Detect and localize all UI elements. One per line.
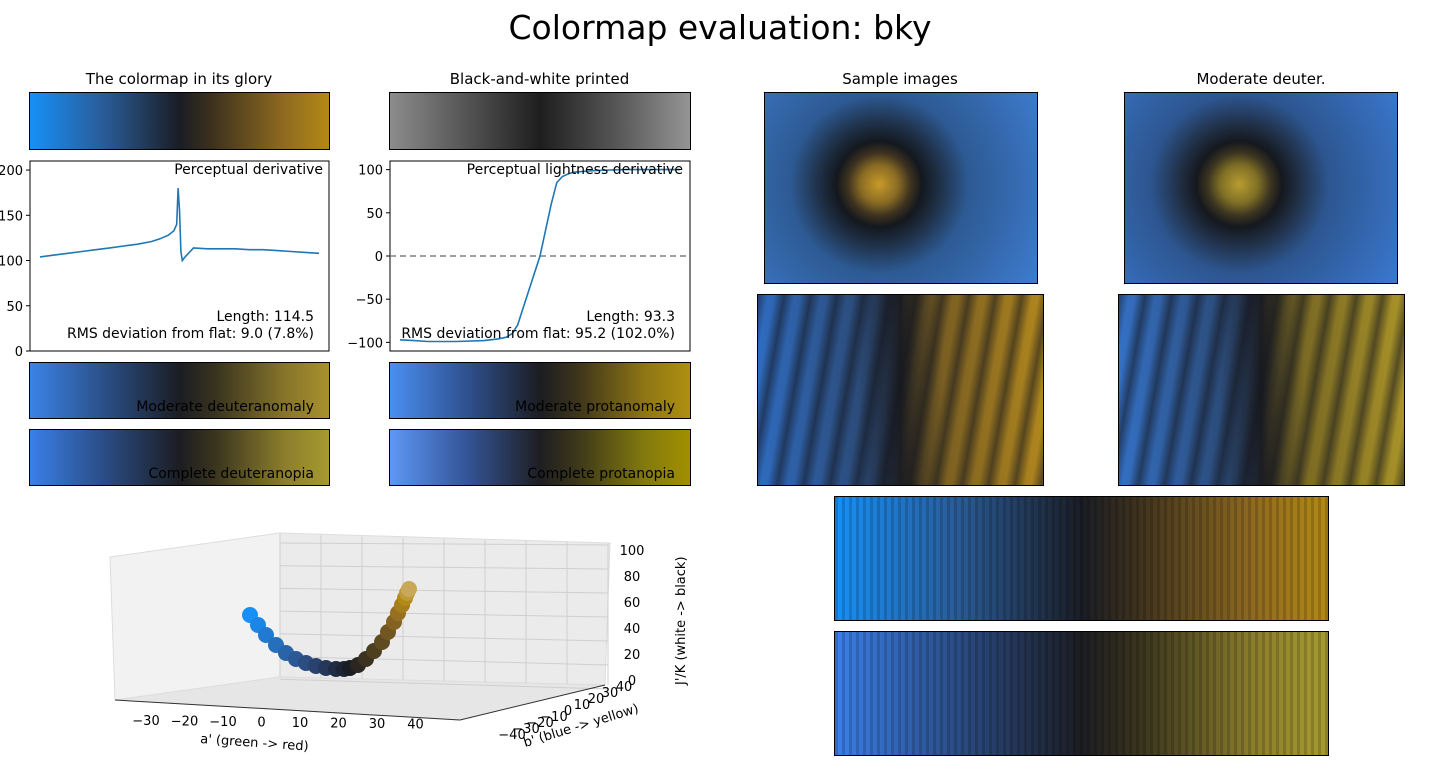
chart2-rms-label: RMS deviation from flat: 95.2 (102.0%)	[401, 326, 675, 342]
deuter-image-topography	[1124, 92, 1398, 284]
sine-test-strip-deuter	[834, 631, 1329, 756]
complete-deuteranopia-label: Complete deuteranopia	[148, 466, 314, 482]
x-axis-label: a' (green -> red)	[200, 732, 309, 755]
sample-image-waves	[757, 294, 1044, 486]
grid-line	[279, 678, 609, 690]
y-tick-label: 100	[0, 255, 23, 270]
z-tick-label: 100	[620, 544, 645, 559]
y-tick-label: 10	[574, 698, 591, 713]
z-axis-label: J'/K (white -> black)	[674, 556, 689, 686]
moderate-protanomaly-label: Moderate protanomaly	[515, 399, 675, 415]
y-tick-label: −100	[347, 336, 383, 351]
y-tick-label: −10	[540, 710, 567, 725]
perceptual-derivative-chart: 0 50 100 150 200 Perceptual derivative Lengt…	[0, 160, 331, 360]
data-line	[39, 188, 320, 263]
x-tick-label: 20	[330, 717, 347, 732]
lightness-derivative-svg: −100 −50 0 50 100	[347, 160, 691, 352]
y-tick-label: 0	[15, 345, 23, 360]
z-tick-label: 20	[624, 648, 641, 663]
z-tick-label: 60	[624, 596, 641, 611]
y-tick-label: −40	[498, 728, 525, 743]
z-tick-label: 40	[624, 622, 641, 637]
y-tick-label: 50	[366, 207, 383, 222]
perceptual-derivative-svg: 0 50 100 150 200	[0, 160, 330, 360]
y-tick-label: 200	[0, 164, 23, 179]
x-tick-label: 0	[257, 716, 265, 731]
y-tick-label: 0	[375, 250, 383, 265]
chart-frame	[29, 160, 330, 352]
perceptual-derivative-title: Perceptual derivative	[174, 162, 323, 178]
chart1-rms-label: RMS deviation from flat: 9.0 (7.8%)	[67, 326, 314, 342]
y-tick-label: 50	[6, 300, 23, 315]
x-tick-label: 30	[369, 717, 386, 732]
x-tick-label: −20	[171, 715, 198, 730]
y-tick-label: 100	[358, 164, 383, 179]
data-line	[399, 168, 680, 343]
glory-panel-title: The colormap in its glory	[85, 70, 273, 88]
chart2-length-label: Length: 93.3	[586, 309, 675, 325]
x-tick-label: −10	[209, 715, 236, 730]
y-tick-label: 20	[588, 692, 605, 707]
deuter-panel-title: Moderate deuter.	[1196, 70, 1326, 88]
complete-protanopia-label: Complete protanopia	[527, 466, 675, 482]
colorspace-3d-plot: −30 −20 −10 0 10 20 30 40 −40 −30 −20 −10 0 10 20 30 40 0…	[100, 525, 700, 770]
x-axis-line	[114, 699, 461, 721]
y-tick-label: 0	[564, 704, 572, 719]
sine-test-strip	[834, 496, 1329, 621]
y-tick-label: −50	[356, 293, 383, 308]
y-tick-label: −20	[526, 716, 553, 731]
samples-panel-title: Sample images	[842, 70, 958, 88]
deuter-image-waves	[1118, 294, 1405, 486]
z-tick-label: 0	[628, 674, 636, 689]
lightness-derivative-title: Perceptual lightness derivative	[466, 162, 683, 178]
chart1-length-label: Length: 114.5	[216, 309, 314, 325]
bw-colormap-strip	[389, 92, 691, 150]
bw-panel-title: Black-and-white printed	[449, 70, 630, 88]
complete-protanopia-strip: Complete protanopia	[389, 429, 691, 486]
y-tick-label: 30	[602, 686, 619, 701]
x-tick-label: −30	[132, 714, 159, 729]
y-tick-label: 40	[616, 680, 633, 695]
colormap-point	[258, 627, 274, 643]
z-tick-label: 80	[624, 570, 641, 585]
lightness-derivative-chart: −100 −50 0 50 100 Perceptual lightness deriv…	[340, 160, 692, 352]
sample-image-topography	[764, 92, 1038, 284]
moderate-protanomaly-strip: Moderate protanomaly	[389, 362, 691, 419]
complete-deuteranopia-strip: Complete deuteranopia	[29, 429, 330, 486]
colormap-glory-strip	[29, 92, 330, 150]
x-tick-label: 10	[292, 716, 309, 731]
colormap-point	[401, 581, 417, 597]
colorspace-3d-svg: −30 −20 −10 0 10 20 30 40−40−30−20−100 102030400…	[109, 532, 689, 755]
figure-title: Colormap evaluation: bky	[508, 8, 932, 47]
moderate-deuteranomaly-label: Moderate deuteranomaly	[136, 399, 314, 415]
x-tick-label: 40	[407, 718, 424, 733]
y-axis-line	[459, 684, 606, 721]
y-tick-label: 150	[0, 209, 23, 224]
y-tick-label: −30	[512, 722, 539, 737]
moderate-deuteranomaly-strip: Moderate deuteranomaly	[29, 362, 330, 419]
